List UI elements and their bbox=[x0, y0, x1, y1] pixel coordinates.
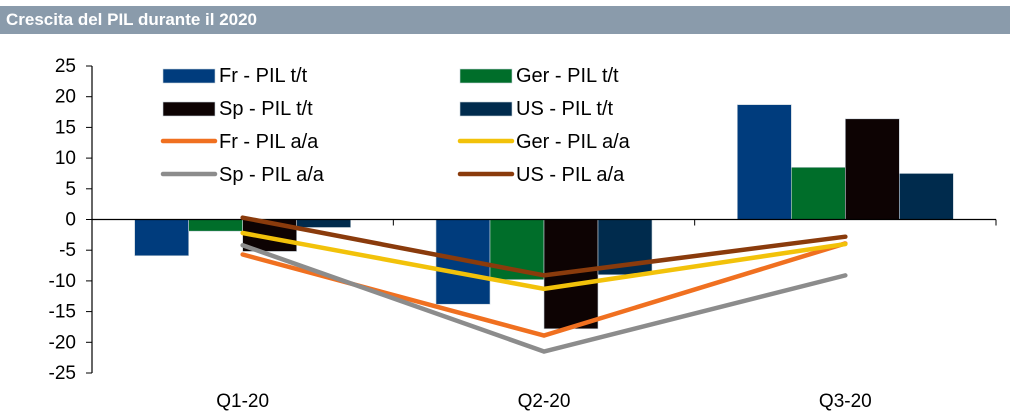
legend-swatch bbox=[162, 68, 216, 84]
legend-swatch bbox=[459, 101, 513, 117]
y-tick-label: -15 bbox=[49, 302, 76, 323]
bar-us-pil-t-t-q3-20 bbox=[899, 173, 954, 220]
bar-sp-pil-t-t-q3-20 bbox=[845, 118, 900, 220]
bar-us-pil-t-t-q1-20 bbox=[296, 219, 351, 228]
legend-label: Fr - PIL a/a bbox=[219, 131, 319, 153]
legend-label: Sp - PIL t/t bbox=[219, 98, 313, 120]
legend-label: Ger - PIL a/a bbox=[516, 131, 631, 153]
legend-label: Sp - PIL a/a bbox=[219, 164, 325, 186]
y-tick-label: -25 bbox=[49, 363, 76, 384]
legend: Fr - PIL t/t Ger - PIL t/t Sp - PIL t/t US … bbox=[160, 65, 631, 186]
bar-fr-pil-t-t-q3-20 bbox=[737, 104, 792, 220]
bar-ger-pil-t-t-q3-20 bbox=[791, 167, 846, 220]
y-tick-label: 15 bbox=[55, 117, 76, 138]
y-tick-label: 0 bbox=[65, 210, 76, 231]
y-tick-label: -10 bbox=[49, 271, 76, 292]
line-sp-pil-a-a bbox=[240, 243, 848, 354]
legend-item-ger-pil-t-t: Ger - PIL t/t bbox=[459, 65, 619, 87]
legend-item-fr-pil-a-a: Fr - PIL a/a bbox=[160, 131, 319, 153]
bar-fr-pil-t-t-q1-20 bbox=[134, 219, 189, 257]
y-tick-label: -20 bbox=[49, 332, 76, 353]
x-tick-label-q3-20: Q3-20 bbox=[819, 391, 872, 412]
line-us-pil-a-a bbox=[240, 215, 848, 278]
bar-ger-pil-t-t-q1-20 bbox=[188, 219, 243, 232]
y-tick-label: 5 bbox=[65, 179, 76, 200]
x-tick-label-q1-20: Q1-20 bbox=[216, 391, 269, 412]
legend-item-us-pil-a-a: US - PIL a/a bbox=[457, 164, 625, 186]
line-ger-pil-a-a bbox=[240, 230, 848, 292]
legend-item-fr-pil-t-t: Fr - PIL t/t bbox=[162, 65, 308, 87]
legend-item-ger-pil-a-a: Ger - PIL a/a bbox=[457, 131, 631, 153]
bars-layer bbox=[134, 104, 954, 330]
legend-label: US - PIL a/a bbox=[516, 164, 625, 186]
legend-label: Fr - PIL t/t bbox=[219, 65, 308, 87]
chart-title: Crescita del PIL durante il 2020 bbox=[0, 6, 1010, 34]
lines-layer bbox=[240, 215, 848, 354]
legend-swatch bbox=[162, 101, 216, 117]
legend-swatch bbox=[459, 68, 513, 84]
y-tick-label: 10 bbox=[55, 148, 76, 169]
x-tick-label-q2-20: Q2-20 bbox=[518, 391, 571, 412]
legend-item-sp-pil-a-a: Sp - PIL a/a bbox=[160, 164, 325, 186]
legend-item-sp-pil-t-t: Sp - PIL t/t bbox=[162, 98, 313, 120]
y-tick-label: -5 bbox=[59, 240, 76, 261]
legend-label: Ger - PIL t/t bbox=[516, 65, 619, 87]
legend-label: US - PIL t/t bbox=[516, 98, 614, 120]
legend-item-us-pil-t-t: US - PIL t/t bbox=[459, 98, 614, 120]
y-tick-label: 20 bbox=[55, 87, 76, 108]
y-tick-label: 25 bbox=[55, 56, 76, 77]
